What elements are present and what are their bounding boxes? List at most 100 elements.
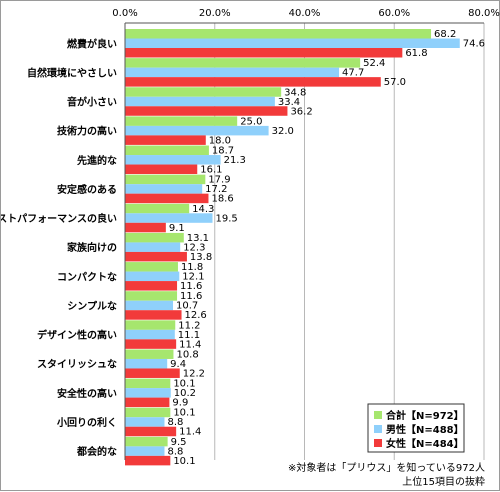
bar [125,87,282,97]
axis-lines [124,22,484,460]
bar [125,155,221,165]
bar [125,67,340,78]
category-label: 都会的な [76,445,117,458]
bar [125,455,171,466]
bar [125,417,165,427]
bar-value-label: 11.4 [179,339,201,350]
bar-value-label: 9.5 [171,437,187,448]
bar [125,29,432,39]
bar [125,213,213,223]
legend-swatch [374,439,382,447]
bar-value-label: 10.1 [173,408,195,419]
footnote: ※対象者は「プリウス」を知っている972人 [288,461,485,474]
bar [125,125,269,136]
bar-value-label: 14.3 [192,204,214,215]
bar-value-label: 34.8 [284,87,306,98]
bar-value-label: 17.2 [205,184,227,195]
bar [125,38,460,48]
bar [125,242,181,252]
bar-value-label: 11.4 [179,427,201,438]
category-labels: 燃費が良い自然環境にやさしい音が小さい技術力の高い先進的な安定感のあるコストパフ… [1,37,117,458]
bar-value-label: 36.2 [290,106,312,117]
category-label: デザイン性の高い [37,329,117,342]
bar-value-label: 10.1 [173,456,195,467]
category-label: コストパフォーマンスの良い [1,212,117,225]
bar-value-label: 18.6 [211,194,233,205]
bar [125,407,171,418]
bar-value-label: 8.8 [167,417,183,428]
bar-value-label: 68.2 [434,29,456,40]
bar-value-label: 10.7 [176,301,198,312]
bar [125,232,184,243]
bar-value-label: 19.5 [216,213,238,224]
bar [125,446,165,456]
bar [125,193,209,204]
bar-value-label: 13.1 [187,233,209,244]
bar-value-label: 17.9 [208,175,230,186]
category-label: 小回りの利く [56,416,117,429]
bar [125,320,176,330]
bar-value-label: 47.7 [342,68,364,79]
bar [125,145,209,156]
bar-value-label: 13.8 [190,252,212,263]
bar [125,48,403,58]
footnote: 上位15項目の抜粋 [402,475,485,488]
bar-value-label: 11.2 [178,320,200,331]
bar [125,58,361,68]
bar-value-label: 61.8 [405,48,427,59]
x-tick-label: 80.0% [468,8,500,19]
bar [125,310,182,320]
bar [125,271,180,282]
bar-value-label: 33.4 [278,97,300,108]
bar [125,203,190,214]
bar [125,262,178,272]
category-label: 自然環境にやさしい [27,66,117,79]
bar-value-label: 16.1 [200,165,222,176]
bars: 68.2 74.6 61.8 52.447.7 57.0 34.833.436.2 25.0… [125,29,485,467]
bar-value-label: 11.6 [180,281,202,292]
bar-value-label: 12.3 [183,242,205,253]
bar-value-label: 12.6 [185,310,207,321]
bar-value-label: 11.8 [181,262,203,273]
bar-value-label: 11.1 [178,330,200,341]
category-label: シンプルな [67,299,117,312]
bar-value-label: 57.0 [384,77,406,88]
bar [125,281,178,291]
category-label: 技術力の高い [57,125,117,138]
category-label: コンパクトな [57,271,117,283]
bar [125,426,177,437]
bar [125,397,170,408]
category-label: 先進的な [77,154,117,167]
bar [125,174,206,185]
bar [125,358,168,369]
bar [125,106,288,116]
bar-value-label: 10.1 [173,379,195,390]
bar-value-label: 12.2 [183,368,205,379]
legend-box [367,403,465,453]
bar [125,368,180,378]
bar [125,184,203,194]
bar-value-label: 11.6 [180,291,202,302]
bar-value-label: 12.1 [182,272,204,283]
bar-value-label: 8.8 [167,446,183,457]
category-label: 安全性の高い [57,387,117,400]
bar [125,135,206,145]
bar [125,329,175,340]
category-label: 家族向けの [67,241,117,254]
bar [125,116,238,126]
legend-label: 女性【N=484】 [386,437,464,450]
bar [125,300,174,311]
bar-value-label: 9.1 [169,223,185,234]
bar [125,339,177,349]
bar [125,349,174,359]
bar [125,222,166,233]
bar [125,291,178,301]
bar-value-label: 32.0 [272,126,294,137]
legend-swatch [374,425,382,433]
bar-value-label: 9.4 [170,359,186,370]
category-label: 音が小さい [67,96,117,109]
grid-lines [214,23,485,460]
